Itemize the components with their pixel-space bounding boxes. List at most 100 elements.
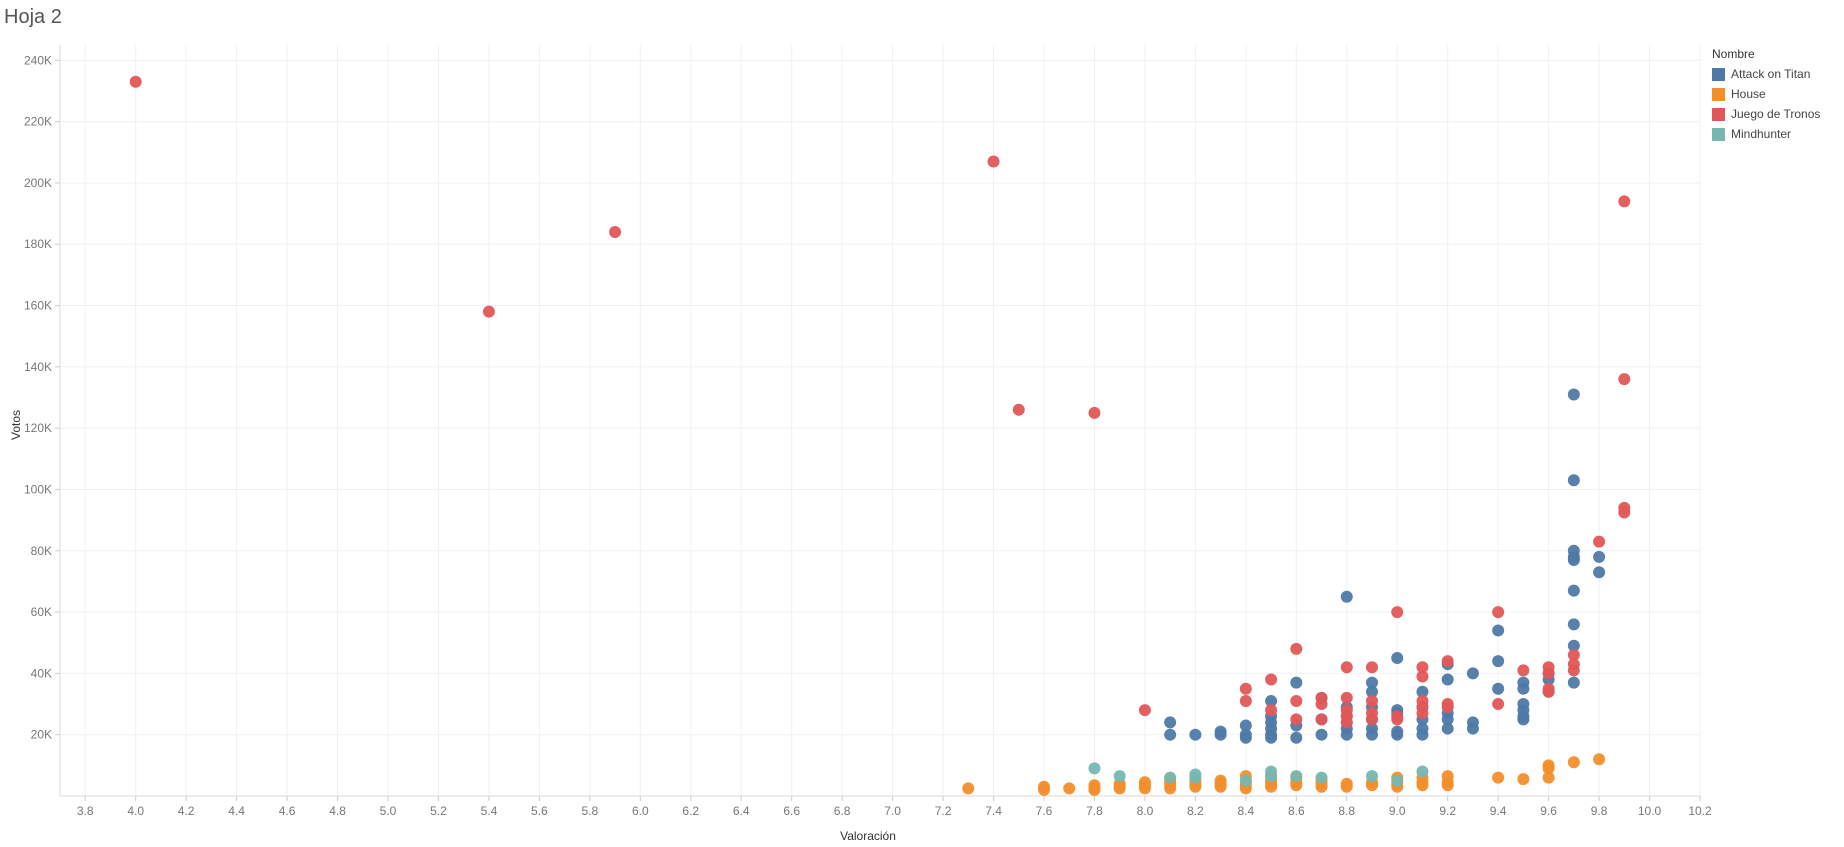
data-point[interactable] xyxy=(1366,676,1378,689)
data-point[interactable] xyxy=(1340,728,1353,741)
data-point[interactable] xyxy=(1567,584,1580,597)
data-point[interactable] xyxy=(1567,553,1580,566)
data-point[interactable] xyxy=(1441,673,1454,686)
data-point[interactable] xyxy=(1567,474,1580,487)
data-point[interactable] xyxy=(1391,774,1404,787)
data-point[interactable] xyxy=(1290,731,1303,744)
data-point[interactable] xyxy=(1138,704,1151,717)
data-point[interactable] xyxy=(1189,771,1202,784)
data-point[interactable] xyxy=(1164,782,1177,795)
data-point[interactable] xyxy=(1593,535,1606,548)
data-point[interactable] xyxy=(1567,756,1580,769)
data-point[interactable] xyxy=(1366,713,1378,726)
data-point[interactable] xyxy=(1214,780,1227,793)
data-point[interactable] xyxy=(1138,782,1151,795)
data-point[interactable] xyxy=(1164,728,1177,741)
data-point[interactable] xyxy=(1239,682,1252,695)
data-point[interactable] xyxy=(1366,779,1378,792)
data-point[interactable] xyxy=(987,155,1000,168)
data-point[interactable] xyxy=(1492,771,1505,784)
data-point[interactable] xyxy=(1416,685,1429,698)
data-point[interactable] xyxy=(1416,728,1429,741)
data-point[interactable] xyxy=(1164,771,1177,784)
data-point[interactable] xyxy=(1290,770,1303,783)
data-point[interactable] xyxy=(1492,606,1505,619)
data-point[interactable] xyxy=(129,75,142,88)
data-point[interactable] xyxy=(1088,783,1101,796)
data-point[interactable] xyxy=(1567,618,1580,631)
data-point[interactable] xyxy=(1088,406,1101,419)
data-point[interactable] xyxy=(1239,694,1252,707)
data-point[interactable] xyxy=(1593,566,1606,579)
data-point[interactable] xyxy=(1340,780,1353,793)
data-point[interactable] xyxy=(1315,713,1328,726)
data-point[interactable] xyxy=(1265,770,1278,783)
data-point[interactable] xyxy=(1542,771,1555,784)
legend-item-juego-de-tronos[interactable]: Juego de Tronos xyxy=(1712,104,1840,124)
data-point[interactable] xyxy=(1113,782,1126,795)
data-point[interactable] xyxy=(1466,667,1479,680)
data-point[interactable] xyxy=(1366,728,1378,741)
data-point[interactable] xyxy=(1366,685,1378,698)
data-point[interactable] xyxy=(1492,682,1505,695)
data-point[interactable] xyxy=(1012,403,1025,416)
data-point[interactable] xyxy=(1315,780,1328,793)
data-point[interactable] xyxy=(1492,624,1505,637)
data-point[interactable] xyxy=(1593,753,1606,766)
data-point[interactable] xyxy=(1088,762,1101,775)
data-point[interactable] xyxy=(1618,506,1631,519)
data-point[interactable] xyxy=(1567,388,1580,401)
data-point[interactable] xyxy=(1517,773,1530,786)
data-point[interactable] xyxy=(1542,762,1555,775)
data-point[interactable] xyxy=(1391,728,1404,741)
data-point[interactable] xyxy=(1567,648,1580,661)
data-point[interactable] xyxy=(1441,701,1454,714)
data-point[interactable] xyxy=(1214,728,1227,741)
data-point[interactable] xyxy=(1315,728,1328,741)
data-point[interactable] xyxy=(1441,722,1454,735)
data-point[interactable] xyxy=(1290,676,1303,689)
data-point[interactable] xyxy=(1239,719,1252,732)
data-point[interactable] xyxy=(1265,673,1278,686)
data-point[interactable] xyxy=(1290,694,1303,707)
data-point[interactable] xyxy=(1416,779,1429,792)
data-point[interactable] xyxy=(1366,661,1378,674)
data-point[interactable] xyxy=(1593,550,1606,563)
data-point[interactable] xyxy=(1265,704,1278,717)
data-point[interactable] xyxy=(1517,713,1530,726)
data-point[interactable] xyxy=(1618,195,1631,208)
legend-item-house[interactable]: House xyxy=(1712,84,1840,104)
data-point[interactable] xyxy=(1441,655,1454,668)
data-point[interactable] xyxy=(1416,707,1429,720)
data-point[interactable] xyxy=(1063,782,1076,795)
data-point[interactable] xyxy=(1542,667,1555,680)
data-point[interactable] xyxy=(1416,670,1429,683)
data-point[interactable] xyxy=(1113,770,1126,783)
data-point[interactable] xyxy=(1441,713,1454,726)
data-point[interactable] xyxy=(1189,780,1202,793)
data-point[interactable] xyxy=(1542,685,1555,698)
data-point[interactable] xyxy=(1340,716,1353,729)
data-point[interactable] xyxy=(962,782,975,795)
data-point[interactable] xyxy=(1315,771,1328,784)
data-point[interactable] xyxy=(1038,783,1050,796)
data-point[interactable] xyxy=(1391,652,1404,665)
legend-item-attack-on-titan[interactable]: Attack on Titan xyxy=(1712,64,1840,84)
data-point[interactable] xyxy=(1265,694,1278,707)
data-point[interactable] xyxy=(609,225,622,238)
data-point[interactable] xyxy=(1391,606,1404,619)
data-point[interactable] xyxy=(1265,780,1278,793)
data-point[interactable] xyxy=(482,305,495,318)
data-point[interactable] xyxy=(1290,779,1303,792)
data-point[interactable] xyxy=(1290,642,1303,655)
data-point[interactable] xyxy=(1366,694,1378,707)
data-point[interactable] xyxy=(1239,774,1252,787)
data-point[interactable] xyxy=(1366,770,1378,783)
data-point[interactable] xyxy=(1416,661,1429,674)
data-point[interactable] xyxy=(1517,664,1530,677)
legend-item-mindhunter[interactable]: Mindhunter xyxy=(1712,124,1840,144)
data-point[interactable] xyxy=(1567,676,1580,689)
data-point[interactable] xyxy=(1466,722,1479,735)
data-point[interactable] xyxy=(1391,713,1404,726)
data-point[interactable] xyxy=(1492,655,1505,668)
